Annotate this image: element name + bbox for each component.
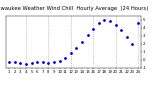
Text: Milwaukee Weather Wind Chill  Hourly Average  (24 Hours): Milwaukee Weather Wind Chill Hourly Aver… xyxy=(0,6,148,11)
